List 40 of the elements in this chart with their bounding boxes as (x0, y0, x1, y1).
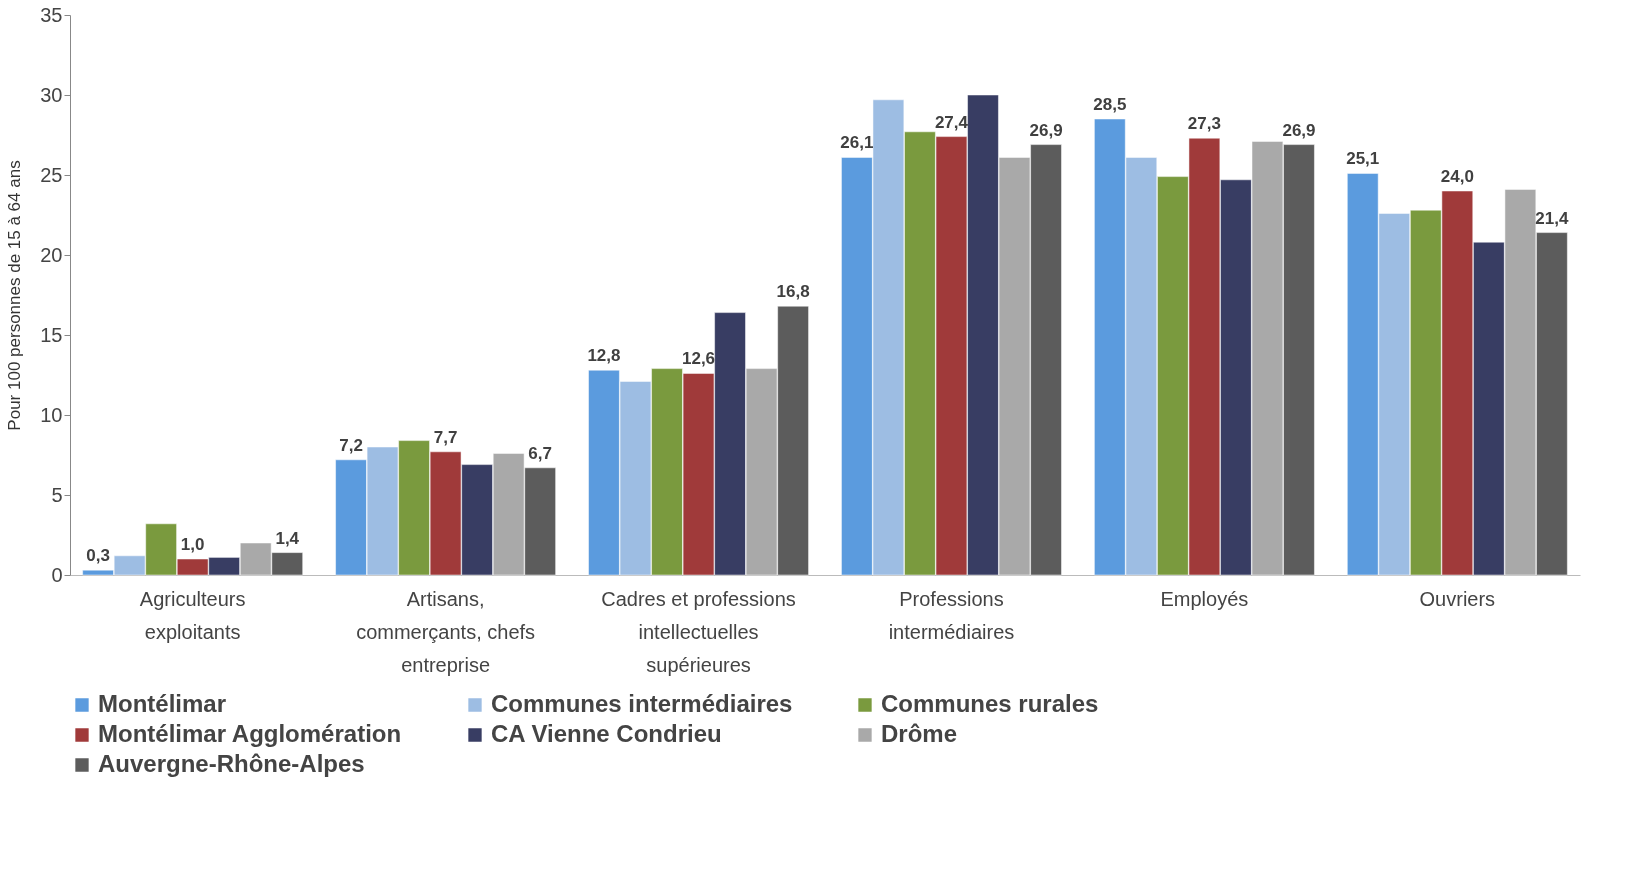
data-label: 27,4 (934, 112, 969, 132)
data-label: 7,7 (433, 427, 458, 447)
legend-label: Drôme (881, 720, 958, 747)
legend-label: Auvergne-Rhône-Alpes (98, 750, 365, 777)
x-tick-label: Artisans, commerçants, chefs entreprise (356, 587, 536, 676)
y-tick-label: 0 (51, 563, 63, 586)
x-tick-label: Professions intermédiaires (888, 587, 1015, 643)
y-tick-label: 20 (40, 243, 63, 266)
data-label: 28,5 (1093, 95, 1127, 114)
data-label: 26,1 (840, 133, 874, 153)
x-tick-label: Employés (1160, 587, 1249, 610)
data-label: 1,0 (180, 535, 205, 554)
legend-label: Communes intermédiaires (491, 690, 793, 717)
x-tick-label: Ouvriers (1419, 587, 1496, 610)
y-tick-label: 35 (40, 3, 63, 26)
x-tick-label: Agriculteurs exploitants (139, 587, 246, 643)
data-label: 26,9 (1029, 120, 1063, 140)
y-tick-label: 25 (40, 163, 63, 186)
data-label: 25,1 (1346, 149, 1380, 169)
x-tick-label: Cadres et professions intellectuelles supérieures (601, 587, 796, 676)
legend-label: Communes rurales (881, 690, 1099, 717)
y-tick-label: 10 (40, 403, 63, 426)
y-tick-label: 15 (40, 323, 63, 346)
data-label: 0,3 (86, 546, 110, 566)
data-label: 12,6 (681, 349, 716, 369)
data-label: 26,9 (1282, 120, 1316, 140)
data-label: 1,4 (275, 528, 300, 548)
data-label: 27,3 (1187, 114, 1221, 134)
y-tick-label: 5 (51, 483, 63, 506)
data-label: 12,8 (587, 346, 621, 366)
y-axis-title: Pour 100 personnes de 15 à 64 ans (5, 160, 25, 431)
y-tick-label: 30 (40, 83, 63, 106)
data-label: 16,8 (776, 282, 810, 302)
legend-label: Montélimar Agglomération (98, 720, 402, 747)
data-label: 6,7 (528, 443, 552, 463)
legend-label: CA Vienne Condrieu (491, 720, 722, 747)
data-label: 24,0 (1440, 167, 1474, 186)
data-label: 7,2 (339, 435, 363, 455)
legend-label: Montélimar (98, 690, 227, 717)
data-label: 21,4 (1535, 208, 1569, 228)
